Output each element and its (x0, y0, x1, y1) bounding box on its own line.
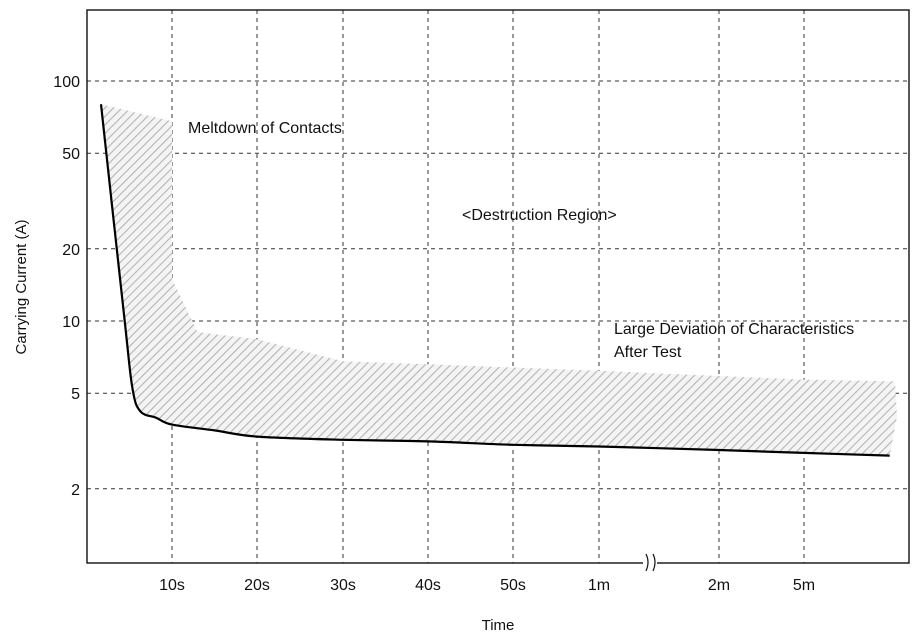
x-axis-title: Time (482, 617, 515, 634)
x-tick-label: 5m (793, 577, 815, 594)
x-tick-label: 30s (330, 577, 356, 594)
x-tick-label: 50s (500, 577, 526, 594)
y-tick-label: 5 (71, 386, 80, 403)
axis-break-marker (643, 552, 657, 572)
y-tick-label: 50 (62, 146, 80, 163)
annotation-meltdown: Meltdown of Contacts (188, 120, 342, 137)
x-tick-label: 10s (159, 577, 185, 594)
tick-labels: 10s 20s 30s 40s 50s 1m 2m 5m 2 5 10 20 50 100 (53, 74, 815, 594)
x-tick-label: 1m (588, 577, 610, 594)
y-tick-label: 2 (71, 482, 80, 499)
x-tick-label: 20s (244, 577, 270, 594)
grid-lines (87, 10, 909, 563)
destruction-region-hatch (101, 104, 897, 456)
annotation-large-deviation: Large Deviation of Characteristics (614, 321, 854, 338)
x-tick-label: 40s (415, 577, 441, 594)
x-tick-label: 2m (708, 577, 730, 594)
annotation-destruction-region: <Destruction Region> (462, 207, 617, 224)
annotation-after-test: After Test (614, 344, 682, 361)
y-tick-label: 100 (53, 74, 80, 91)
carrying-current-curve (99, 104, 890, 457)
plot-frame (86, 9, 910, 564)
y-tick-label: 20 (62, 242, 80, 259)
y-tick-label: 10 (62, 314, 80, 331)
y-axis-title: Carrying Current (A) (13, 219, 30, 354)
